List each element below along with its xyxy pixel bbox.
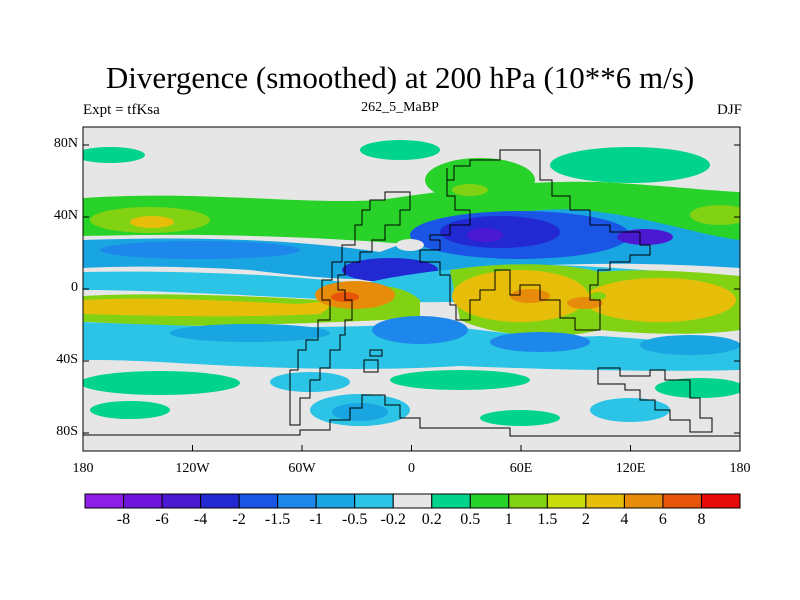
colorbar-swatch — [238, 493, 279, 509]
colorbar-label: -8 — [116, 511, 131, 528]
season-label: DJF — [716, 102, 742, 118]
field-south-west-strong — [83, 298, 331, 317]
axis-ticks — [82, 144, 741, 451]
x-tick-label: 60E — [509, 461, 533, 476]
field-south-indian-negative — [490, 332, 590, 352]
x-tick-label: 180 — [72, 461, 94, 476]
y-tick-label: 0 — [71, 280, 78, 295]
field-indian-ocean-peak — [510, 289, 550, 303]
coastline-antarctica — [83, 394, 740, 437]
field-south-atlantic-negative — [372, 316, 468, 344]
y-tick-label: 80S — [56, 424, 78, 439]
field-south-negative-moderate — [170, 324, 330, 342]
field-pacific-peak-negative — [617, 229, 673, 245]
field-nw-positive — [83, 147, 145, 163]
colorbar-swatch — [123, 493, 163, 509]
colorbar-swatch — [354, 493, 394, 509]
x-tick-label: 120W — [175, 461, 210, 476]
coastline-islands — [363, 349, 383, 373]
x-tick-label: 0 — [408, 461, 415, 476]
field-southern-positive-3 — [655, 378, 740, 398]
colorbar-label: -6 — [155, 511, 169, 528]
colorbar-label: 2 — [581, 511, 590, 528]
field-maritime-gap — [590, 292, 606, 300]
colorbar — [84, 493, 741, 509]
colorbar-label: 0.5 — [460, 511, 481, 528]
field-asia-peak-negative — [467, 228, 503, 242]
colorbar-swatch — [469, 493, 510, 509]
x-tick-label: 60W — [288, 461, 316, 476]
y-tick-label: 40N — [53, 208, 78, 223]
field-southern-negative-3 — [332, 403, 388, 421]
y-tick-label: 40S — [56, 352, 78, 367]
field-pacific-positive — [550, 147, 710, 183]
colorbar-label: -0.2 — [380, 511, 406, 528]
field-north-peak — [130, 216, 174, 228]
chart-title: Divergence (smoothed) at 200 hPa (10**6 … — [105, 60, 695, 95]
field-gap — [396, 239, 424, 251]
colorbar-label: -2 — [232, 511, 246, 528]
colorbar-swatch — [623, 493, 664, 509]
coastline-america — [289, 191, 411, 426]
field-southern-negative-4 — [590, 398, 670, 422]
colorbar-swatch — [585, 493, 625, 509]
colorbar-label: -1 — [309, 511, 323, 528]
colorbar-swatch — [546, 493, 587, 509]
colorbar-swatch — [431, 493, 471, 509]
field-pacific-positive-strong — [584, 278, 736, 322]
colorbar-swatch — [662, 493, 702, 509]
field-south-pacific-negative — [640, 335, 740, 355]
coastline-eurasia-africa — [419, 149, 651, 331]
field-southern-positive-2 — [390, 370, 530, 390]
field-central-asia-moderate — [452, 184, 488, 196]
colorbar-label: 1 — [504, 511, 513, 528]
colorbar-swatch — [84, 493, 125, 509]
x-tick-label: 180 — [729, 461, 751, 476]
field-southern-positive-1 — [83, 371, 240, 395]
field-north-negative-moderate — [100, 241, 300, 259]
colorbar-label: -0.5 — [342, 511, 368, 528]
field-central-asia-positive — [425, 158, 535, 202]
experiment-label: Expt = tfKsa — [83, 102, 160, 118]
x-tick-label: 120E — [615, 461, 646, 476]
colorbar-swatch — [315, 493, 356, 509]
colorbar-label: 0.2 — [421, 511, 442, 528]
colorbar-label: -1.5 — [264, 511, 291, 528]
colorbar-label: 1.5 — [537, 511, 558, 528]
colorbar-label: 8 — [697, 511, 706, 528]
colorbar-swatch — [161, 493, 202, 509]
field-ne-positive — [690, 205, 740, 225]
coastline-australia — [597, 367, 713, 433]
field-southern-positive-5 — [480, 410, 560, 426]
colorbar-swatch — [277, 493, 317, 509]
coastlines — [83, 149, 740, 437]
y-tick-label: 80N — [53, 136, 78, 151]
field-southern-positive-4 — [90, 401, 170, 419]
run-label: 262_5_MaBP — [361, 100, 439, 115]
colorbar-swatch — [700, 493, 741, 509]
divergence-field — [83, 127, 740, 451]
colorbar-swatch — [200, 493, 240, 509]
colorbar-label: 6 — [658, 511, 667, 528]
field-arctic-positive — [360, 140, 440, 160]
colorbar-label: -4 — [193, 511, 208, 528]
colorbar-swatch — [392, 493, 433, 509]
colorbar-swatch — [508, 493, 548, 509]
colorbar-label: 4 — [620, 511, 629, 528]
